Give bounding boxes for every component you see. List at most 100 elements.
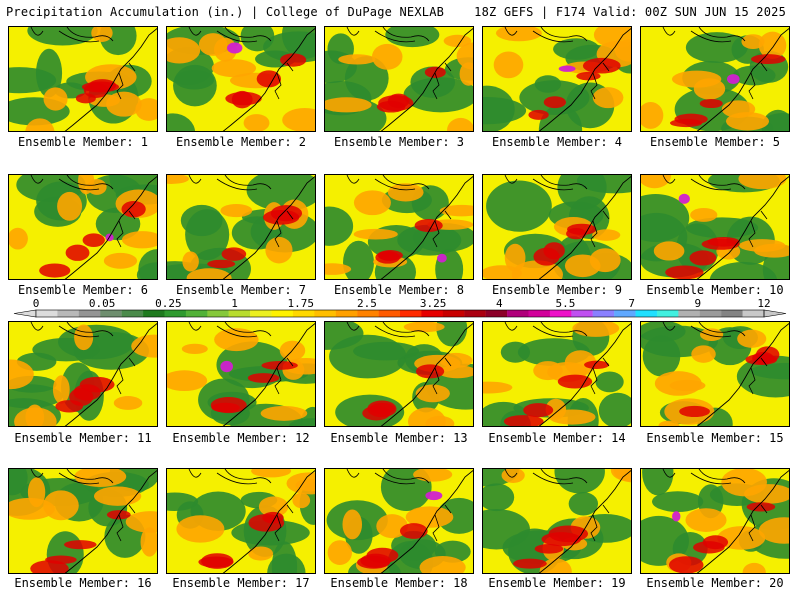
colorbar-swatch: [57, 310, 80, 317]
precip-field-area: [353, 341, 420, 361]
ensemble-member-label: Ensemble Member: 15: [646, 431, 784, 445]
ensemble-member-label: Ensemble Member: 18: [330, 576, 468, 590]
precip-field-area: [327, 540, 352, 565]
coastline: [380, 323, 473, 426]
bay-outline: [274, 357, 294, 395]
lake-outline: [346, 175, 430, 191]
colorbar-swatch: [549, 310, 572, 317]
precip-field-area: [353, 228, 398, 240]
precip-field-area: [699, 98, 723, 109]
precip-field-area: [82, 233, 105, 247]
precip-field-area: [592, 87, 624, 109]
ensemble-member-label: Ensemble Member: 1: [17, 135, 149, 149]
precip-map: [325, 322, 473, 426]
precip-field-area: [709, 261, 778, 279]
precip-field-area: [593, 27, 631, 48]
ensemble-member-map: [482, 26, 632, 132]
ensemble-member-map: [640, 468, 790, 574]
ensemble-member-label: Ensemble Member: 7: [175, 283, 307, 297]
colorbar-swatch: [36, 310, 58, 317]
precip-field-area: [288, 418, 315, 426]
precip-field-area: [377, 250, 403, 261]
precip-field-area: [425, 415, 455, 426]
precip-field-area: [9, 227, 28, 250]
precip-field-area: [25, 118, 55, 131]
precip-field-area: [483, 483, 515, 512]
precip-field-area: [182, 251, 199, 272]
ensemble-member-map: [482, 174, 632, 280]
precip-field-area: [707, 237, 740, 247]
colorbar-tick-label: 3.25: [420, 297, 447, 310]
precip-field-area: [69, 388, 94, 406]
ensemble-member-map: [482, 321, 632, 427]
bay-outline: [432, 210, 452, 248]
precip-field-area: [292, 492, 311, 509]
ensemble-member-map: [640, 174, 790, 280]
ensemble-member-label: Ensemble Member: 8: [333, 283, 465, 297]
precip-field-area: [376, 514, 408, 539]
bay-outline: [274, 210, 294, 248]
precip-field-area: [415, 384, 450, 403]
ensemble-member-label: Ensemble Member: 12: [172, 431, 310, 445]
precip-field-area: [260, 405, 308, 421]
precip-field-area: [9, 497, 55, 520]
precip-field-area: [248, 546, 274, 561]
bay-outline: [748, 210, 768, 248]
precip-field-area: [405, 506, 454, 528]
precip-field-area: [136, 262, 157, 279]
lake-outline: [504, 322, 588, 338]
precip-field-area: [94, 486, 142, 506]
precip-field-area: [495, 27, 542, 42]
precip-field-area: [103, 252, 138, 269]
colorbar-tick-label: 9: [695, 297, 702, 310]
colorbar-swatch: [614, 310, 636, 317]
precip-field-area: [113, 396, 143, 410]
precip-map: [167, 27, 315, 131]
precip-field-area: [207, 259, 236, 269]
colorbar-swatch: [207, 310, 229, 317]
precip-field-area: [564, 254, 601, 278]
colorbar-swatch: [699, 310, 722, 317]
precip-map: [641, 175, 789, 279]
precip-field-area: [43, 87, 68, 111]
precip-field-area: [439, 352, 473, 368]
precip-map: [167, 469, 315, 573]
precip-field-area: [665, 265, 704, 279]
ensemble-member-map: [640, 321, 790, 427]
precip-field-area: [65, 244, 90, 261]
bay-outline: [116, 210, 136, 248]
precip-field-area: [503, 415, 544, 426]
colorbar-swatch: [335, 310, 358, 317]
bay-outline: [274, 62, 294, 100]
precip-field-area: [39, 263, 71, 278]
ensemble-member-label: Ensemble Member: 6: [17, 283, 149, 297]
precip-field-area: [671, 70, 722, 88]
precip-field-area: [91, 27, 113, 42]
colorbar-swatch: [507, 310, 529, 317]
ensemble-member-label: Ensemble Member: 20: [646, 576, 784, 590]
precip-field-area: [554, 469, 605, 494]
precip-field-area: [325, 206, 354, 246]
precip-field-area: [353, 190, 391, 216]
ensemble-member-map: [324, 26, 474, 132]
colorbar-swatch: [528, 310, 551, 317]
precip-field-area: [746, 502, 776, 512]
precip-field-area: [125, 511, 157, 533]
precip-field-area: [338, 54, 376, 65]
bay-outline: [590, 504, 610, 542]
coastline: [696, 28, 789, 131]
precip-field-area: [167, 370, 208, 391]
precip-field-area: [385, 27, 440, 48]
precip-field-area: [654, 371, 702, 396]
lake-outline: [188, 175, 272, 191]
precip-field-area: [140, 527, 157, 557]
precip-field-area: [263, 31, 315, 63]
precip-field-area: [220, 360, 234, 373]
coastline: [64, 28, 157, 131]
precip-field-area: [737, 329, 767, 348]
precip-field-area: [280, 53, 307, 67]
colorbar-swatch: [271, 310, 294, 317]
precip-map: [483, 175, 631, 279]
precip-field-area: [658, 420, 680, 426]
coastline: [222, 323, 315, 426]
